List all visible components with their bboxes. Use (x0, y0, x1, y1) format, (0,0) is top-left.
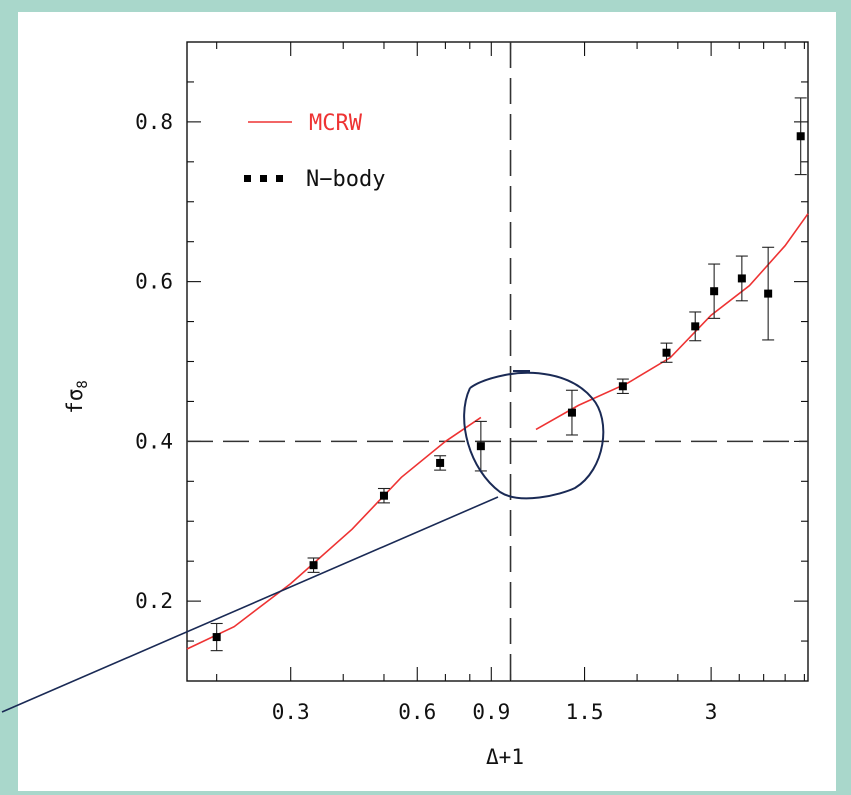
nbody-point (618, 382, 627, 391)
legend-mcrw-label: MCRW (309, 111, 363, 136)
nbody-point (662, 348, 671, 357)
y-axis-label-subscript: 8 (75, 380, 91, 388)
nbody-point (796, 132, 805, 141)
x-tick-label: 0.3 (272, 700, 310, 724)
nbody-point (212, 633, 221, 642)
nbody-point (476, 442, 485, 451)
reference-lines (187, 42, 808, 681)
annotation-pointer-line (1, 496, 499, 713)
y-tick-label: 0.2 (135, 589, 173, 613)
legend-nbody-label: N−body (306, 167, 385, 192)
nbody-point (710, 287, 719, 296)
x-tick-label: 1.5 (566, 700, 604, 724)
nbody-point (379, 491, 388, 500)
hand-drawn-annotation (1, 370, 605, 713)
y-tick-label: 0.8 (135, 110, 173, 134)
x-tick-label: 3 (705, 700, 718, 724)
legend-nbody-marker-1 (244, 175, 251, 182)
nbody-point (764, 289, 773, 298)
axis-labels: Δ+1 fσ8 (63, 380, 524, 769)
x-axis-label: Δ+1 (486, 745, 524, 769)
annotation-circle (463, 371, 605, 500)
nbody-point (691, 322, 700, 331)
y-tick-label: 0.6 (135, 270, 173, 294)
legend-nbody-marker-3 (276, 175, 283, 182)
x-tick-label: 0.9 (472, 700, 510, 724)
legend: MCRW N−body (244, 111, 385, 192)
nbody-point (567, 408, 576, 417)
axis-ticks: 0.2 0.4 0.6 0.8 0.3 0.6 0.9 1.5 3 (135, 42, 808, 724)
nbody-point (309, 561, 318, 570)
data-series (186, 97, 809, 652)
nbody-point (737, 274, 746, 283)
legend-nbody-marker-2 (260, 175, 267, 182)
mcrw-curve-segment (186, 416, 482, 650)
nbody-point (436, 458, 445, 467)
x-tick-label: 0.6 (398, 700, 436, 724)
mcrw-curve-segment (535, 213, 809, 431)
white-panel (18, 12, 836, 791)
y-axis-label: fσ8 (63, 380, 91, 414)
y-tick-label: 0.4 (135, 429, 173, 453)
y-axis-label-main: fσ (63, 389, 87, 414)
